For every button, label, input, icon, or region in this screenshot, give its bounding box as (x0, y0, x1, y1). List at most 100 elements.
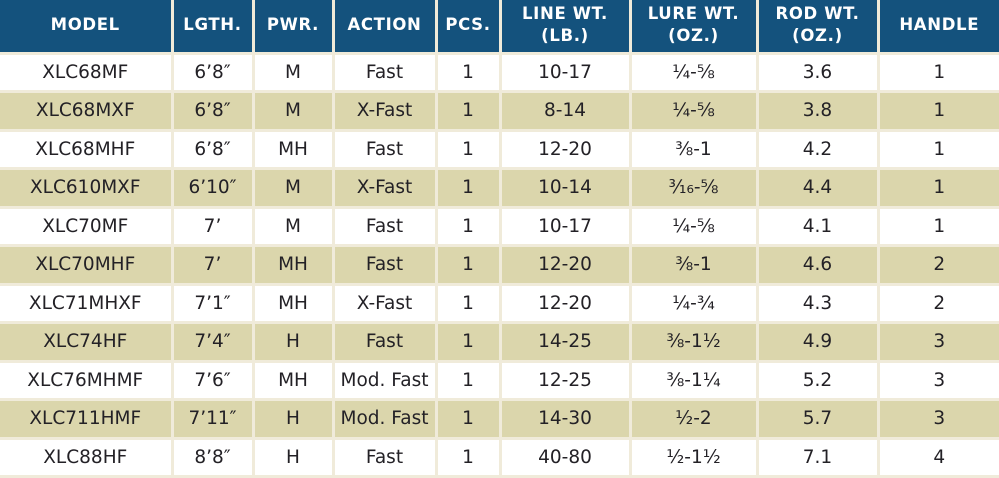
col-header-action: ACTION (333, 0, 438, 55)
cell-lure-weight: ½-2 (630, 399, 759, 440)
cell-length: 6’8″ (172, 130, 255, 170)
cell-model: XLC88HF (0, 438, 174, 478)
cell-rod-weight: 4.3 (757, 284, 880, 324)
table-row: XLC70MF 7’ M Fast 1 10-17 ¼-⅝ 4.1 1 (0, 207, 999, 247)
cell-line-weight: 12-20 (500, 284, 632, 324)
cell-length: 7’ (172, 207, 255, 247)
cell-length: 7’11″ (172, 399, 255, 440)
col-header-line-weight: LINE WT. (LB.) (500, 0, 632, 55)
cell-rod-weight: 5.2 (757, 361, 880, 401)
cell-model: XLC68MF (0, 53, 174, 93)
cell-model: XLC68MXF (0, 91, 174, 132)
cell-rod-weight: 4.1 (757, 207, 880, 247)
cell-rod-weight: 3.8 (757, 91, 880, 132)
cell-model: XLC68MHF (0, 130, 174, 170)
table-row: XLC68MHF 6’8″ MH Fast 1 12-20 ⅜-1 4.2 1 (0, 130, 999, 170)
cell-line-weight: 8-14 (500, 91, 632, 132)
col-header-handle: HANDLE (878, 0, 999, 55)
cell-power: M (253, 53, 335, 93)
table-row: XLC71MHXF 7’1″ MH X-Fast 1 12-20 ¼-¾ 4.3… (0, 284, 999, 324)
cell-lure-weight: ¼-⅝ (630, 53, 759, 93)
cell-model: XLC610MXF (0, 168, 174, 209)
cell-rod-weight: 5.7 (757, 399, 880, 440)
cell-handle: 2 (878, 245, 999, 286)
cell-power: M (253, 91, 335, 132)
cell-action: Fast (333, 245, 438, 286)
cell-length: 6’10″ (172, 168, 255, 209)
table-row: XLC610MXF 6’10″ M X-Fast 1 10-14 ³⁄₁₆-⅝ … (0, 168, 999, 209)
cell-model: XLC71MHXF (0, 284, 174, 324)
cell-power: M (253, 168, 335, 209)
cell-model: XLC70MHF (0, 245, 174, 286)
cell-handle: 1 (878, 168, 999, 209)
cell-lure-weight: ¼-⅝ (630, 91, 759, 132)
cell-pieces: 1 (436, 130, 502, 170)
cell-pieces: 1 (436, 438, 502, 478)
cell-lure-weight: ⅜-1 (630, 245, 759, 286)
table-row: XLC76MHMF 7’6″ MH Mod. Fast 1 12-25 ⅜-1¼… (0, 361, 999, 401)
cell-pieces: 1 (436, 399, 502, 440)
table-row: XLC711HMF 7’11″ H Mod. Fast 1 14-30 ½-2 … (0, 399, 999, 440)
cell-pieces: 1 (436, 91, 502, 132)
table-row: XLC70MHF 7’ MH Fast 1 12-20 ⅜-1 4.6 2 (0, 245, 999, 286)
col-header-model: MODEL (0, 0, 174, 55)
header-row: MODEL LGTH. PWR. ACTION PCS. LINE WT. (L… (0, 0, 999, 55)
cell-lure-weight: ⅜-1½ (630, 322, 759, 363)
cell-action: Fast (333, 130, 438, 170)
cell-action: Fast (333, 322, 438, 363)
table-row: XLC68MF 6’8″ M Fast 1 10-17 ¼-⅝ 3.6 1 (0, 53, 999, 93)
cell-lure-weight: ¼-¾ (630, 284, 759, 324)
cell-pieces: 1 (436, 168, 502, 209)
col-header-length: LGTH. (172, 0, 255, 55)
cell-power: MH (253, 245, 335, 286)
cell-line-weight: 14-30 (500, 399, 632, 440)
cell-action: Fast (333, 207, 438, 247)
cell-length: 7’4″ (172, 322, 255, 363)
cell-power: H (253, 399, 335, 440)
cell-power: MH (253, 361, 335, 401)
cell-lure-weight: ⅜-1 (630, 130, 759, 170)
col-header-rod-weight: ROD WT. (OZ.) (757, 0, 880, 55)
col-header-pieces: PCS. (436, 0, 502, 55)
cell-line-weight: 10-14 (500, 168, 632, 209)
cell-action: Mod. Fast (333, 399, 438, 440)
table-row: XLC88HF 8’8″ H Fast 1 40-80 ½-1½ 7.1 4 (0, 438, 999, 478)
col-header-lure-weight: LURE WT. (OZ.) (630, 0, 759, 55)
cell-line-weight: 40-80 (500, 438, 632, 478)
cell-handle: 4 (878, 438, 999, 478)
cell-pieces: 1 (436, 245, 502, 286)
cell-pieces: 1 (436, 53, 502, 93)
cell-model: XLC76MHMF (0, 361, 174, 401)
cell-pieces: 1 (436, 207, 502, 247)
cell-rod-weight: 7.1 (757, 438, 880, 478)
cell-handle: 3 (878, 322, 999, 363)
table-row: XLC74HF 7’4″ H Fast 1 14-25 ⅜-1½ 4.9 3 (0, 322, 999, 363)
cell-model: XLC74HF (0, 322, 174, 363)
cell-action: Mod. Fast (333, 361, 438, 401)
cell-line-weight: 12-25 (500, 361, 632, 401)
cell-handle: 1 (878, 53, 999, 93)
cell-model: XLC711HMF (0, 399, 174, 440)
cell-power: H (253, 438, 335, 478)
cell-pieces: 1 (436, 322, 502, 363)
cell-pieces: 1 (436, 284, 502, 324)
cell-length: 8’8″ (172, 438, 255, 478)
cell-power: MH (253, 130, 335, 170)
cell-model: XLC70MF (0, 207, 174, 247)
table-row: XLC68MXF 6’8″ M X-Fast 1 8-14 ¼-⅝ 3.8 1 (0, 91, 999, 132)
cell-action: X-Fast (333, 168, 438, 209)
cell-action: Fast (333, 53, 438, 93)
cell-rod-weight: 3.6 (757, 53, 880, 93)
cell-action: X-Fast (333, 284, 438, 324)
cell-line-weight: 14-25 (500, 322, 632, 363)
cell-lure-weight: ¼-⅝ (630, 207, 759, 247)
cell-lure-weight: ½-1½ (630, 438, 759, 478)
cell-rod-weight: 4.9 (757, 322, 880, 363)
cell-action: X-Fast (333, 91, 438, 132)
cell-rod-weight: 4.4 (757, 168, 880, 209)
cell-lure-weight: ³⁄₁₆-⅝ (630, 168, 759, 209)
cell-handle: 1 (878, 91, 999, 132)
cell-handle: 3 (878, 361, 999, 401)
col-header-power: PWR. (253, 0, 335, 55)
